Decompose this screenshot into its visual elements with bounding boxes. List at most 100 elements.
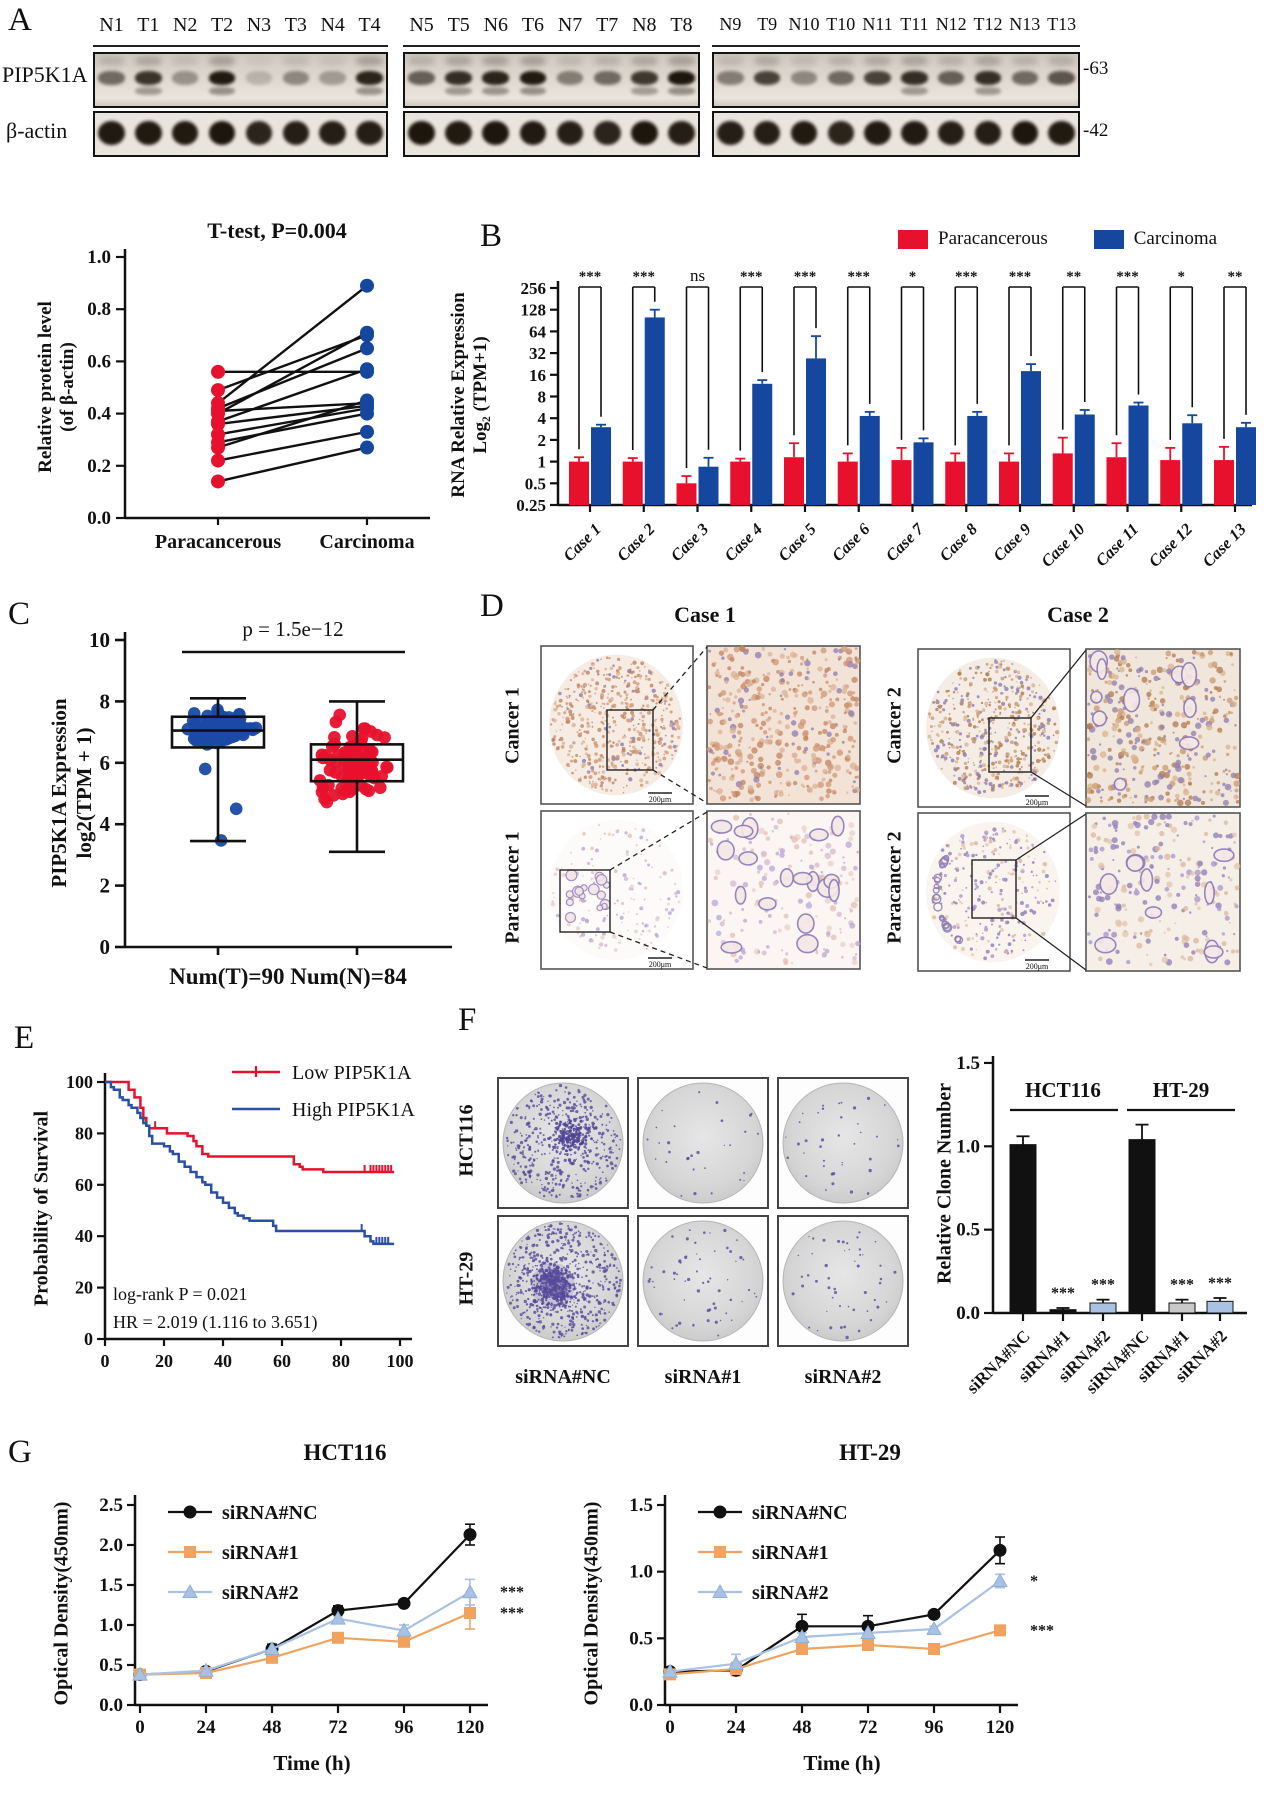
- lane-label: T5: [447, 14, 470, 36]
- mw-marker-42: -42: [1083, 120, 1109, 141]
- lane-underline: [712, 45, 1080, 47]
- svg-text:40: 40: [75, 1226, 93, 1246]
- svg-text:Case 10: Case 10: [1037, 519, 1088, 570]
- svg-text:***: ***: [579, 269, 602, 285]
- svg-text:***: ***: [1009, 269, 1032, 285]
- colony-plates: [497, 1077, 909, 1347]
- legend-item-paracancerous: Paracancerous: [898, 228, 1048, 250]
- case2-header: Case 2: [1047, 602, 1109, 627]
- blot-row-label-bactin: β-actin: [6, 118, 68, 143]
- lane-label: T11: [900, 14, 929, 34]
- lane-label: N12: [935, 14, 967, 34]
- paracancer2-row-label: Paracancer 2: [883, 831, 906, 944]
- svg-text:200μm: 200μm: [1026, 962, 1049, 971]
- svg-text:200μm: 200μm: [1026, 798, 1049, 807]
- svg-text:64: 64: [529, 322, 547, 341]
- svg-text:40: 40: [214, 1351, 232, 1371]
- lane-label: N7: [557, 14, 583, 36]
- svg-text:***: ***: [633, 269, 656, 285]
- svg-text:***: ***: [740, 269, 763, 285]
- carcinoma-swatch: [1093, 229, 1124, 249]
- svg-text:Case 2: Case 2: [613, 519, 659, 565]
- svg-text:Low PIP5K1A: Low PIP5K1A: [292, 1062, 412, 1084]
- panel-a-letter: A: [8, 2, 32, 38]
- svg-text:200μm: 200μm: [649, 795, 672, 804]
- g-ylabel-left: Optical Density(450nm): [50, 1501, 73, 1706]
- lane-label: N5: [409, 14, 434, 36]
- svg-text:Paracancerous: Paracancerous: [155, 531, 281, 553]
- lane-label: T6: [521, 14, 545, 36]
- panel-g-letter: G: [8, 1434, 32, 1470]
- svg-text:***: ***: [1116, 269, 1139, 285]
- g-title-ht29: HT-29: [839, 1440, 901, 1465]
- svg-text:80: 80: [332, 1351, 350, 1371]
- legend-item-carcinoma: Carcinoma: [1093, 228, 1218, 250]
- svg-text:8: 8: [100, 689, 111, 713]
- lane-label: N9: [719, 14, 742, 34]
- panel-f-ylabel: Relative Clone Number: [933, 1082, 956, 1285]
- svg-text:128: 128: [521, 301, 547, 320]
- svg-text:200μm: 200μm: [649, 960, 672, 969]
- svg-text:0.4: 0.4: [87, 404, 111, 425]
- lane-label: T10: [826, 14, 856, 34]
- svg-text:0.8: 0.8: [87, 299, 111, 320]
- svg-text:0.25: 0.25: [516, 496, 546, 515]
- svg-text:100: 100: [387, 1351, 414, 1371]
- svg-text:High PIP5K1A: High PIP5K1A: [292, 1099, 415, 1121]
- panel-b-legend: Paracancerous Carcinoma: [898, 228, 1217, 250]
- svg-text:20: 20: [75, 1278, 93, 1298]
- svg-text:Case 4: Case 4: [721, 519, 767, 565]
- panel-b-ylabel: RNA Relative Expression Log₂ (TPM+1): [448, 292, 491, 498]
- col-label-sirna-2: siRNA#2: [804, 1366, 882, 1388]
- svg-text:16: 16: [529, 366, 546, 385]
- svg-text:Case 8: Case 8: [936, 519, 982, 565]
- svg-text:***: ***: [794, 269, 817, 285]
- lane-label: N8: [632, 14, 657, 36]
- svg-text:60: 60: [273, 1351, 291, 1371]
- legend-label: Carcinoma: [1133, 228, 1218, 249]
- lane-label: N13: [1009, 14, 1041, 34]
- lane-label: T12: [973, 14, 1003, 34]
- lane-label: T4: [358, 14, 381, 36]
- svg-text:0.2: 0.2: [87, 456, 111, 477]
- lane-label: N2: [172, 14, 198, 36]
- svg-text:*: *: [909, 269, 917, 285]
- svg-text:**: **: [1066, 269, 1081, 285]
- blot-strip: [712, 52, 1080, 108]
- lane-label: N1: [99, 14, 124, 36]
- cancer2-row-label: Cancer 2: [883, 687, 906, 764]
- svg-text:100: 100: [66, 1072, 93, 1092]
- svg-text:Case 13: Case 13: [1198, 519, 1249, 570]
- ihc-cancer2: 200μm: [917, 648, 1241, 808]
- blot-strip: [93, 111, 388, 157]
- svg-text:2: 2: [100, 874, 111, 898]
- svg-text:0: 0: [101, 1351, 110, 1371]
- ihc-cancer1: 200μm: [540, 645, 861, 805]
- svg-text:4: 4: [100, 812, 111, 836]
- lane-label: N10: [788, 14, 820, 34]
- svg-text:0: 0: [84, 1329, 93, 1349]
- svg-text:Case 7: Case 7: [882, 519, 928, 565]
- svg-text:4: 4: [538, 409, 547, 428]
- lane-label: T3: [284, 14, 307, 36]
- cancer1-row-label: Cancer 1: [501, 687, 524, 764]
- svg-text:0.5: 0.5: [525, 474, 546, 493]
- panel-e-letter: E: [14, 1020, 35, 1056]
- svg-text:2: 2: [538, 431, 547, 450]
- svg-text:Case 3: Case 3: [667, 519, 713, 565]
- lane-label: T1: [137, 14, 160, 36]
- svg-text:ns: ns: [690, 266, 705, 285]
- lane-label: N4: [320, 14, 345, 36]
- svg-text:Case 5: Case 5: [774, 519, 820, 565]
- svg-text:log-rank P = 0.021: log-rank P = 0.021: [113, 1284, 247, 1304]
- legend-label: Paracancerous: [938, 228, 1048, 249]
- svg-text:Case 11: Case 11: [1092, 519, 1143, 570]
- svg-text:Carcinoma: Carcinoma: [319, 531, 414, 553]
- panel-b-letter: B: [480, 218, 503, 254]
- svg-text:HR = 2.019 (1.116 to 3.651): HR = 2.019 (1.116 to 3.651): [113, 1312, 317, 1333]
- blot-strip: [403, 111, 700, 157]
- svg-text:Case 6: Case 6: [828, 519, 874, 565]
